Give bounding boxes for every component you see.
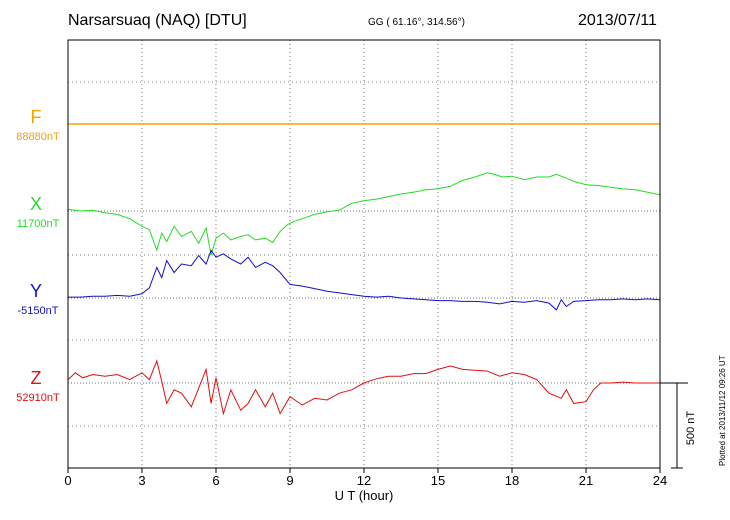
x-axis-ticks: 0 3 6 9 12 15 18 21 24 [64,468,667,488]
component-label-x: X [29,194,42,214]
series-line-x [67,172,661,256]
series-line-z [67,359,660,416]
scale-bar-label: 500 nT [685,411,697,446]
scale-bar: 500 nT [660,382,697,469]
series-lines [67,123,661,416]
x-tick-label-24: 24 [653,473,667,488]
station-title: Narsarsuaq (NAQ) [DTU] [68,12,247,29]
component-baseline-x: 11700nT [16,218,60,230]
component-baseline-y: -5150nT [17,305,59,317]
series-line-y [68,249,661,311]
component-baseline-f: 88880nT [16,131,60,143]
x-tick-label-21: 21 [579,473,593,488]
date-label: 2013/07/11 [578,12,657,29]
x-tick-label-15: 15 [431,473,445,488]
x-tick-label-0: 0 [64,473,71,488]
coordinates: GG ( 61.16°, 314.56°) [368,17,465,28]
x-tick-label-6: 6 [212,473,219,488]
plotted-timestamp: Plotted at 2013/11/12 09:26 UT [718,355,727,466]
grid-lines [68,40,660,468]
component-label-f: F [30,107,42,127]
x-axis-label: U T (hour) [335,488,394,503]
component-label-z: Z [30,368,42,388]
x-tick-label-9: 9 [286,473,293,488]
x-tick-label-18: 18 [505,473,519,488]
x-tick-label-12: 12 [357,473,371,488]
component-baseline-z: 52910nT [16,392,60,404]
x-tick-label-3: 3 [138,473,145,488]
component-label-y: Y [29,281,42,301]
